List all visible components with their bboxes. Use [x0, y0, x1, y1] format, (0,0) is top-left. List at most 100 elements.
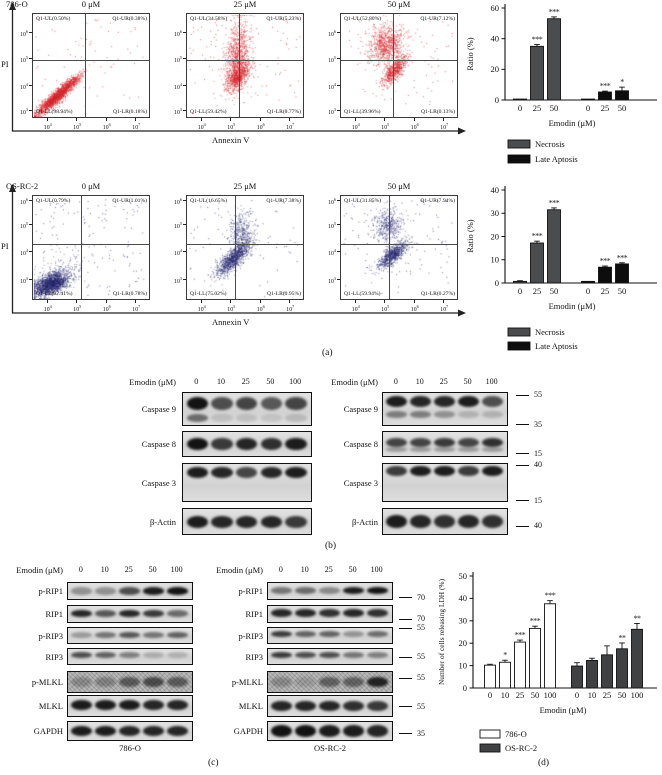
lane-concentration-label: 10: [300, 565, 309, 574]
flow-plot-title: 0 μM: [81, 0, 101, 9]
svg-text:***: ***: [600, 257, 611, 266]
blot-box: [67, 605, 193, 623]
y-tick: [29, 31, 32, 33]
blot-box: [67, 695, 193, 717]
protein-band: [119, 651, 141, 659]
mw-marker-dash: [516, 424, 529, 426]
mw-marker-dash: [516, 453, 529, 455]
svg-text:50: 50: [550, 286, 559, 296]
protein-band: [71, 699, 93, 711]
emodin-header-label: Emodin (μM): [16, 565, 63, 575]
protein-band: [410, 438, 432, 448]
y-tick: [29, 200, 32, 202]
blot-box: [182, 508, 312, 535]
protein-band: [295, 700, 317, 712]
quadrant-label-ul: Q1-UL(34.58%): [190, 16, 228, 22]
protein-band: [95, 676, 117, 688]
svg-text:OS-RC-2: OS-RC-2: [505, 743, 537, 753]
svg-text:50: 50: [618, 286, 627, 296]
cell-line-footer-label: 786-O: [119, 743, 141, 753]
quadrant-label-lr: Q1-LR(0.13%): [420, 109, 455, 115]
y-tick: [29, 279, 32, 280]
protein-band: [167, 651, 188, 659]
quadrant-label-lr: Q1-LR(0.18%): [112, 109, 147, 115]
quadrant-hline: [33, 244, 149, 246]
y-tick-label: 104: [328, 82, 336, 92]
protein-band: [186, 396, 208, 410]
protein-band: [410, 410, 432, 419]
svg-text:***: ***: [549, 198, 560, 207]
mw-marker-dash: [399, 677, 412, 679]
protein-band: [410, 514, 432, 529]
protein-band: [235, 437, 258, 451]
protein-band: [95, 631, 117, 638]
protein-band: [482, 438, 503, 448]
svg-text:Number of cells releasing LDH: Number of cells releasing LDH (%): [437, 578, 446, 685]
y-tick: [337, 31, 340, 33]
protein-band: [386, 514, 408, 529]
svg-text:***: ***: [545, 591, 556, 600]
protein-band: [271, 586, 293, 594]
svg-text:Late Aptosis: Late Aptosis: [535, 341, 578, 351]
protein-band: [285, 396, 307, 410]
annexin-v-axis-label: Annexin V: [212, 135, 250, 145]
quadrant-vline: [393, 14, 394, 117]
protein-band: [260, 413, 283, 422]
protein-band: [295, 651, 317, 659]
mw-marker-dash: [516, 394, 529, 396]
svg-text:30: 30: [459, 616, 468, 626]
quadrant-label-ll: Q1-LL(59.42%): [190, 109, 227, 115]
quadrant-label-ul: Q1-UL(52.80%): [344, 16, 382, 22]
svg-text:Emodin (μM): Emodin (μM): [540, 705, 587, 715]
protein-band: [260, 515, 283, 528]
protein-band: [458, 465, 480, 477]
protein-band: [458, 410, 480, 419]
protein-band: [167, 699, 188, 711]
x-tick-label: 106: [410, 304, 419, 313]
protein-band: [235, 467, 258, 478]
lane-concentration-label: 50: [348, 565, 357, 574]
y-tick-label: 105: [20, 55, 28, 65]
blot-row-label: p-RIP3: [238, 630, 263, 641]
svg-text:*: *: [620, 78, 624, 87]
x-tick-label: 106: [256, 304, 265, 313]
annexin-v-axis-label: Annexin V: [212, 317, 250, 327]
quadrant-hline: [341, 60, 457, 62]
protein-band: [482, 514, 503, 529]
svg-text:**: **: [619, 633, 627, 642]
protein-band: [71, 587, 93, 595]
quadrant-label-ur: Q1-UR(5.23%): [266, 16, 301, 22]
protein-band: [95, 609, 117, 617]
svg-text:***: ***: [530, 617, 541, 626]
quadrant-hline: [187, 244, 303, 246]
protein-band: [143, 587, 165, 595]
svg-text:30: 30: [491, 208, 500, 218]
protein-band: [410, 395, 432, 407]
protein-band: [482, 395, 503, 407]
protein-band: [410, 465, 432, 477]
lane-concentration-label: 50: [148, 565, 157, 574]
x-tick: [413, 300, 415, 303]
protein-band: [295, 630, 317, 638]
quadrant-label-ll: Q1-LL(98.94%): [36, 109, 73, 115]
x-tick: [46, 300, 48, 303]
protein-band: [95, 699, 117, 711]
protein-band: [295, 677, 317, 687]
bar-chart-ratio_786o: 0 20 40 60 Ratio (%) 0 *** 25 *** 50 0 *** 25 * 50 Emod…: [465, 3, 657, 164]
svg-text:***: ***: [515, 631, 526, 640]
blot-box: [267, 648, 393, 665]
pi-axis-label: PI: [1, 241, 9, 251]
quadrant-vline: [239, 14, 240, 117]
svg-text:10: 10: [459, 660, 468, 670]
svg-text:60: 60: [491, 3, 500, 13]
protein-band: [119, 725, 141, 737]
svg-text:25: 25: [516, 690, 525, 700]
protein-band: [434, 447, 456, 453]
flow-axes-arrows: [9, 2, 466, 135]
y-tick: [29, 109, 32, 111]
y-tick-label: 103: [328, 276, 336, 285]
mw-marker-dash: [516, 500, 529, 502]
quadrant-label-ul: Q1-UL(16.65%): [190, 198, 228, 204]
protein-band: [271, 725, 293, 737]
y-tick-label: 103: [20, 106, 28, 116]
